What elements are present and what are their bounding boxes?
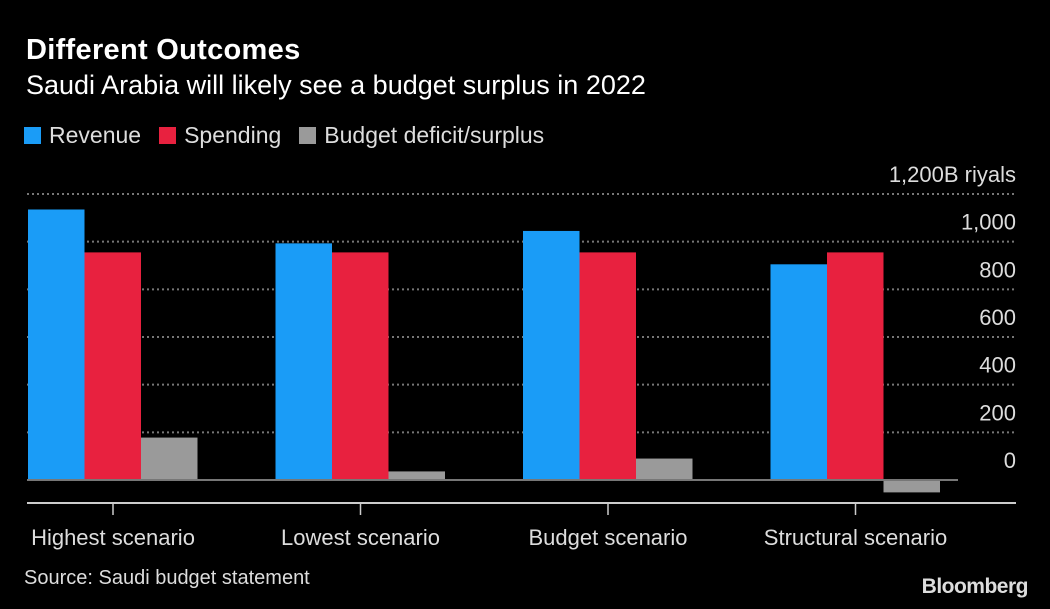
legend-swatch-balance <box>299 127 317 144</box>
legend-item-balance: Budget deficit/surplus <box>299 122 544 149</box>
legend-item-revenue: Revenue <box>24 122 141 149</box>
chart-subtitle: Saudi Arabia will likely see a budget su… <box>26 70 646 100</box>
y-tick-label: 400 <box>979 353 1016 378</box>
bloomberg-logo: Bloomberg <box>921 575 1029 598</box>
legend-swatch-spending <box>159 127 177 144</box>
y-tick-label: 1,200B riyals <box>889 162 1016 187</box>
y-tick-label: 600 <box>979 305 1016 330</box>
y-tick-label: 200 <box>979 400 1016 425</box>
bar-spending <box>579 252 636 480</box>
legend: Revenue Spending Budget deficit/surplus <box>24 122 544 149</box>
y-tick-label: 0 <box>1004 448 1016 473</box>
bar-revenue <box>523 230 580 480</box>
source-note: Source: Saudi budget statement <box>24 567 310 589</box>
bar-revenue <box>770 264 827 480</box>
bar-spending <box>827 252 884 480</box>
bar-revenue <box>275 243 332 480</box>
legend-label: Revenue <box>49 122 142 148</box>
bar-budget-deficit-surplus <box>636 458 693 480</box>
y-tick-label: 1,000 <box>961 210 1016 235</box>
x-tick-label: Lowest scenario <box>281 525 440 550</box>
x-tick-label: Structural scenario <box>764 525 947 550</box>
chart-title: Different Outcomes <box>26 34 301 66</box>
y-tick-label: 800 <box>979 257 1016 282</box>
legend-label: Spending <box>184 122 282 148</box>
bar-spending <box>332 252 389 480</box>
bar-budget-deficit-surplus <box>883 480 940 493</box>
legend-item-spending: Spending <box>159 122 281 149</box>
bar-revenue <box>28 209 85 480</box>
legend-label: Budget deficit/surplus <box>324 122 545 148</box>
x-tick-label: Budget scenario <box>529 525 688 550</box>
bar-spending <box>84 252 141 480</box>
legend-swatch-revenue <box>24 127 41 144</box>
bar-budget-deficit-surplus <box>141 437 198 480</box>
x-tick-label: Highest scenario <box>31 525 195 550</box>
bar-budget-deficit-surplus <box>388 471 445 480</box>
